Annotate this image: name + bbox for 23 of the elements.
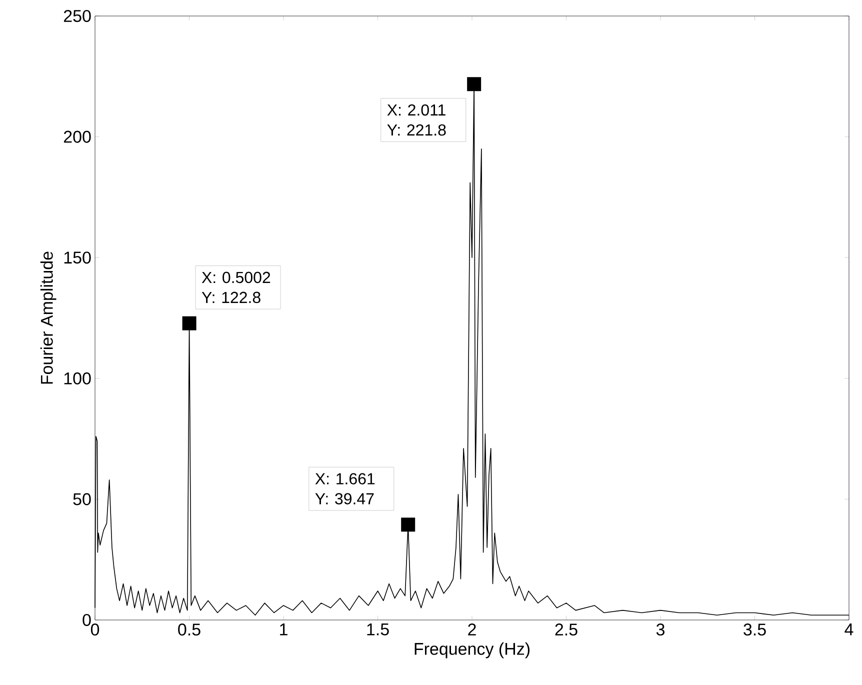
x-tick-label: 2.5	[555, 624, 578, 636]
y-tick-label: 100	[64, 372, 91, 384]
y-tick-label: 0	[82, 614, 91, 626]
x-tick-label: 3	[656, 624, 664, 636]
x-tick-label: 2	[468, 624, 476, 636]
y-axis-title: Fourier Amplitude	[40, 252, 56, 384]
annotation: X: 0.5002 Y: 122.8	[202, 272, 270, 304]
point	[467, 77, 482, 92]
y-tick-label: 250	[64, 10, 91, 22]
x-tick-label: 1.5	[367, 624, 389, 636]
point	[182, 316, 196, 330]
annotation: X: 2.011 Y: 221.8	[387, 104, 446, 136]
y-tick-label: 200	[64, 130, 91, 143]
annotation: X: 1.661 Y: 39.47	[315, 473, 375, 504]
y-tick-label: 50	[73, 493, 91, 506]
point	[401, 518, 416, 532]
x-axis-title: Frequency (Hz)	[414, 642, 530, 658]
x-tick-label: 0	[90, 624, 100, 636]
y-tick-label: 150	[64, 252, 91, 264]
x-tick-label: 0.5	[178, 624, 200, 636]
x-tick-label: 1	[280, 624, 288, 636]
x-tick-label: 4	[844, 624, 854, 636]
x-tick-label: 3.5	[744, 624, 766, 636]
